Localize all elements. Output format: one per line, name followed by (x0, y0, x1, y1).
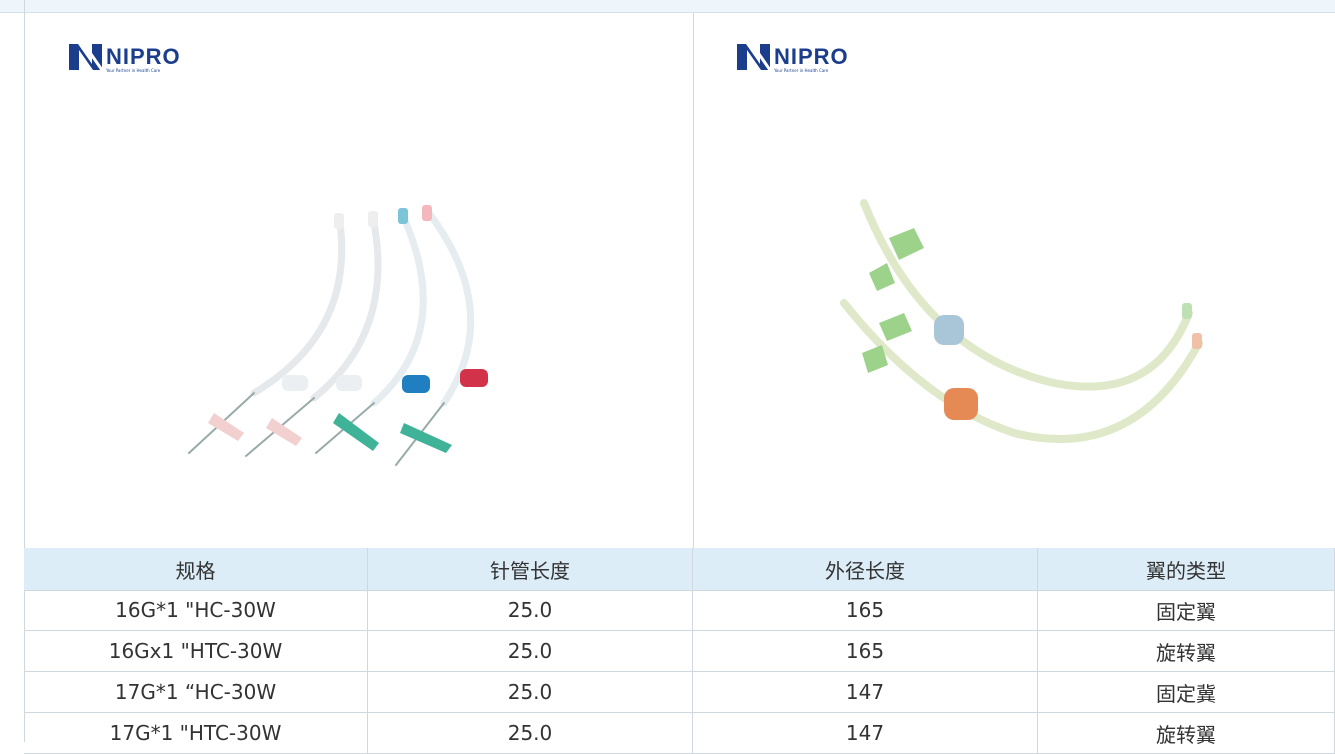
table-cell: 25.0 (368, 631, 693, 671)
table-cell: 旋转翼 (1038, 631, 1335, 671)
table-row: 16Gx1 "HTC-30W 25.0 165 旋转翼 (24, 631, 1335, 672)
table-cell: 16Gx1 "HTC-30W (24, 631, 368, 671)
table-cell: 固定翼 (1038, 590, 1335, 630)
table-row: 17G*1 "HTC-30W 25.0 147 旋转翼 (24, 713, 1335, 754)
header-cell: 规格 (24, 548, 368, 590)
product-image-right (840, 199, 1203, 443)
logo-tagline: Your Partner in Health Care (106, 68, 161, 73)
divider (693, 13, 694, 548)
logo-mark (69, 43, 104, 71)
logo: NIPRO Your Partner in Health Care (734, 40, 849, 74)
table-row: 16G*1 "HC-30W 25.0 165 固定翼 (24, 590, 1335, 631)
logo: NIPRO Your Partner in Health Care (66, 40, 181, 74)
table-row: 17G*1 “HC-30W 25.0 147 固定冀 (24, 672, 1335, 713)
table-cell: 25.0 (368, 590, 693, 630)
header-cell: 翼的类型 (1038, 548, 1335, 590)
header-cell: 针管长度 (368, 548, 693, 590)
product-image-left (188, 205, 488, 466)
header-cell: 外径长度 (693, 548, 1038, 590)
border (24, 0, 25, 742)
table-cell: 25.0 (368, 672, 693, 712)
table-cell: 旋转翼 (1038, 713, 1335, 753)
table-cell: 165 (693, 631, 1038, 671)
table-cell: 17G*1 "HTC-30W (24, 713, 368, 753)
table-cell: 25.0 (368, 713, 693, 753)
table-cell: 165 (693, 590, 1038, 630)
top-band (0, 0, 1335, 13)
logo-word: NIPRO (106, 44, 181, 69)
table-cell: 147 (693, 713, 1038, 753)
table-cell: 固定冀 (1038, 672, 1335, 712)
table-header: 规格 针管长度 外径长度 翼的类型 (24, 548, 1335, 591)
table-cell: 16G*1 "HC-30W (24, 590, 368, 630)
table-cell: 17G*1 “HC-30W (24, 672, 368, 712)
table-cell: 147 (693, 672, 1038, 712)
logo-word: NIPRO (774, 44, 849, 69)
logo-mark (737, 43, 772, 71)
logo-tagline: Your Partner in Health Care (774, 68, 829, 73)
